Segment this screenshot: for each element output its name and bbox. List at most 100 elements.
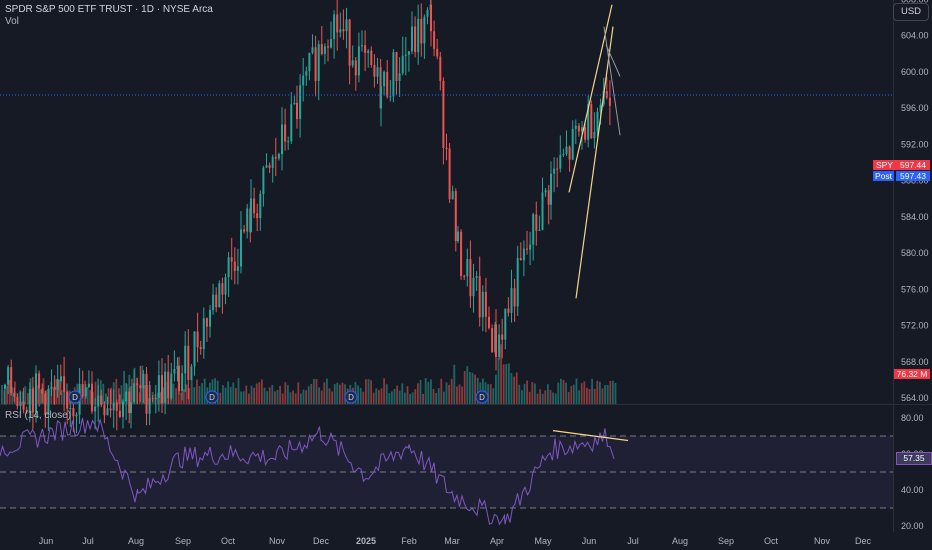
time-tick-label: Jun: [39, 536, 54, 546]
volume-bar: [367, 379, 370, 404]
volume-bar: [523, 383, 526, 404]
candle-body: [181, 373, 184, 392]
volume-bar: [120, 385, 123, 404]
volume-bar: [474, 374, 476, 404]
candle-body: [178, 365, 180, 392]
time-tick-label: Dec: [855, 536, 872, 546]
candle-body: [327, 46, 329, 48]
candle-body: [81, 384, 84, 397]
candle-body: [498, 334, 501, 357]
volume-bar: [380, 388, 383, 404]
currency-button[interactable]: USD: [893, 3, 929, 21]
volume-bar: [541, 393, 544, 404]
volume-bar: [292, 390, 294, 404]
candle-body: [423, 16, 426, 44]
volume-bar: [237, 378, 240, 404]
candle-body: [571, 128, 574, 160]
candle-body: [373, 64, 376, 77]
volume-bar: [599, 381, 601, 404]
rsi-trendline: [552, 430, 629, 442]
volume-bar: [549, 389, 552, 404]
volume-bar: [458, 384, 461, 404]
volume-bar: [40, 389, 42, 404]
volume-bar: [183, 389, 185, 404]
candle-body: [265, 165, 268, 168]
candle-body: [481, 291, 484, 318]
volume-bar: [544, 390, 547, 404]
volume-bar: [323, 382, 326, 404]
candle-body: [348, 19, 351, 66]
volume-bar: [320, 390, 323, 404]
candle-body: [484, 291, 487, 317]
volume-bar: [185, 384, 188, 404]
candle-body: [4, 384, 6, 389]
candle-body: [218, 283, 221, 308]
volume-bar: [89, 390, 92, 404]
volume-bar: [42, 378, 45, 404]
candle-body: [404, 54, 407, 56]
volume-bar: [245, 385, 248, 404]
dividend-marker-label: D: [348, 393, 354, 402]
candle-body: [574, 125, 577, 129]
candle-body: [130, 401, 132, 414]
candle-body: [293, 102, 296, 105]
volume-bar: [138, 392, 141, 404]
candle-body: [13, 392, 16, 397]
time-tick-label: Aug: [128, 536, 144, 546]
candle-body: [72, 408, 75, 417]
price-tick-label: 564.00: [901, 393, 929, 403]
volume-bar: [229, 386, 232, 404]
volume-bar: [365, 379, 367, 404]
candle-body: [281, 124, 283, 155]
volume-bar: [430, 379, 432, 404]
volume-bar: [396, 385, 398, 404]
volume-bar: [505, 364, 508, 404]
time-tick-label: Jun: [582, 536, 597, 546]
volume-bar: [359, 387, 362, 404]
volume-bar: [11, 387, 14, 404]
candle-body: [529, 244, 532, 250]
volume-bar: [203, 378, 206, 404]
candle-body: [411, 26, 413, 52]
volume-bar: [513, 376, 515, 404]
volume-bar: [333, 384, 336, 404]
candle-body: [230, 257, 233, 262]
candle-body: [581, 127, 583, 132]
volume-bar: [357, 385, 359, 404]
volume-bar: [435, 392, 437, 404]
candle-body: [504, 308, 507, 340]
candle-body: [142, 373, 145, 389]
time-tick-label: Nov: [269, 536, 286, 546]
volume-bar: [297, 382, 300, 404]
candle-body: [233, 261, 236, 271]
candle-body: [311, 47, 314, 53]
volume-bar: [422, 393, 424, 404]
volume-bar: [414, 389, 417, 404]
volume-bar: [284, 382, 287, 404]
volume-bar: [53, 388, 55, 404]
candle-body: [60, 376, 62, 382]
candle-body: [133, 383, 136, 402]
volume-bar: [8, 379, 11, 404]
candle-body: [333, 14, 336, 40]
last-price-tag: 597.44: [896, 160, 930, 170]
candle-body: [491, 328, 494, 353]
candle-body: [112, 402, 115, 411]
volume-bars: [1, 344, 617, 404]
candle-body: [535, 214, 538, 231]
volume-bar: [255, 383, 258, 404]
candle-body: [31, 388, 34, 413]
candle-body: [227, 257, 230, 278]
volume-bar: [536, 393, 539, 404]
price-tick-label: 572.00: [901, 321, 929, 331]
volume-bar: [518, 384, 521, 404]
candle-body: [510, 288, 513, 313]
volume-bar: [604, 385, 606, 404]
symbol-tag: SPY: [873, 160, 897, 170]
volume-bar: [188, 387, 190, 404]
volume-bar: [27, 393, 29, 404]
candle-body: [541, 192, 544, 230]
volume-bar: [437, 388, 440, 404]
volume-bar: [409, 393, 411, 404]
